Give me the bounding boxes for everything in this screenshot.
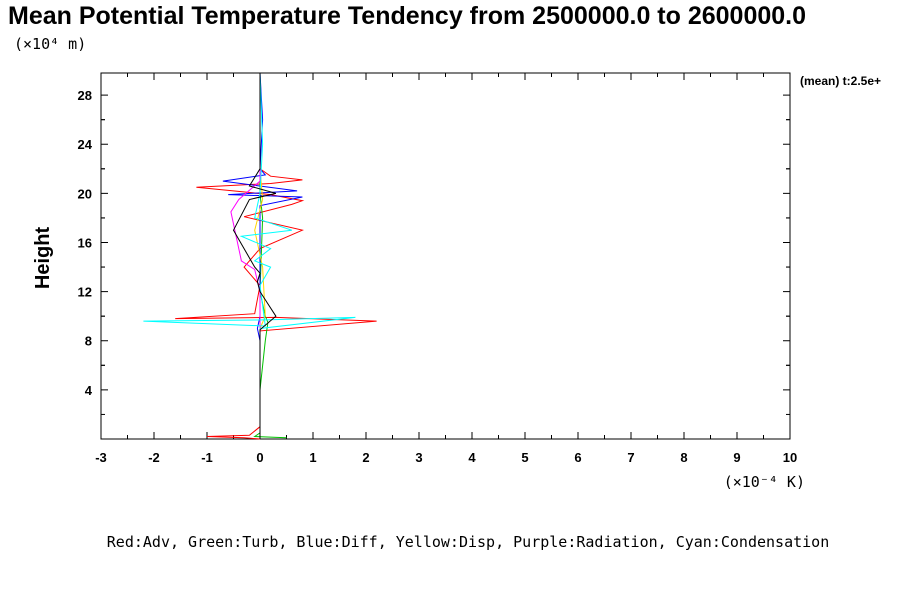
- y-tick-label: 24: [78, 137, 93, 152]
- series-line: [232, 73, 277, 439]
- y-tick-label: 20: [78, 186, 92, 201]
- y-tick-label: 28: [78, 88, 92, 103]
- x-tick-label: 0: [256, 450, 263, 465]
- y-tick-label: 12: [78, 285, 92, 300]
- series-line: [253, 73, 287, 439]
- x-unit-label: (×10⁻⁴ K): [724, 473, 805, 491]
- x-tick-label: 2: [362, 450, 369, 465]
- y-unit-label: (×10⁴ m): [14, 35, 86, 53]
- axis-ticks: [100, 73, 791, 439]
- x-tick-label: 10: [783, 450, 797, 465]
- y-tick-label: 4: [85, 383, 93, 398]
- y-tick-label: 8: [85, 334, 92, 349]
- x-tick-label: -2: [148, 450, 160, 465]
- x-tick-label: -1: [201, 450, 213, 465]
- series-group: [143, 72, 377, 440]
- series-line: [175, 73, 377, 440]
- series-line: [222, 72, 303, 439]
- chart-title: Mean Potential Temperature Tendency from…: [8, 2, 806, 30]
- x-tick-label: 5: [521, 450, 528, 465]
- time-note: (mean) t:2.5e+: [800, 74, 881, 88]
- x-tick-label: -3: [95, 450, 107, 465]
- x-tick-label: 3: [415, 450, 422, 465]
- x-tick-label: 6: [574, 450, 581, 465]
- series-line: [230, 73, 261, 439]
- y-axis-label: Height: [32, 227, 54, 290]
- x-tick-label: 1: [309, 450, 316, 465]
- series-line: [143, 72, 356, 439]
- x-tick-label: 8: [680, 450, 687, 465]
- legend-text: Red:Adv, Green:Turb, Blue:Diff, Yellow:D…: [107, 533, 829, 551]
- x-tick-label: 9: [733, 450, 740, 465]
- plot-frame: [100, 72, 791, 440]
- y-tick-label: 16: [78, 235, 92, 250]
- x-tick-label: 4: [468, 450, 476, 465]
- x-tick-label: 7: [627, 450, 634, 465]
